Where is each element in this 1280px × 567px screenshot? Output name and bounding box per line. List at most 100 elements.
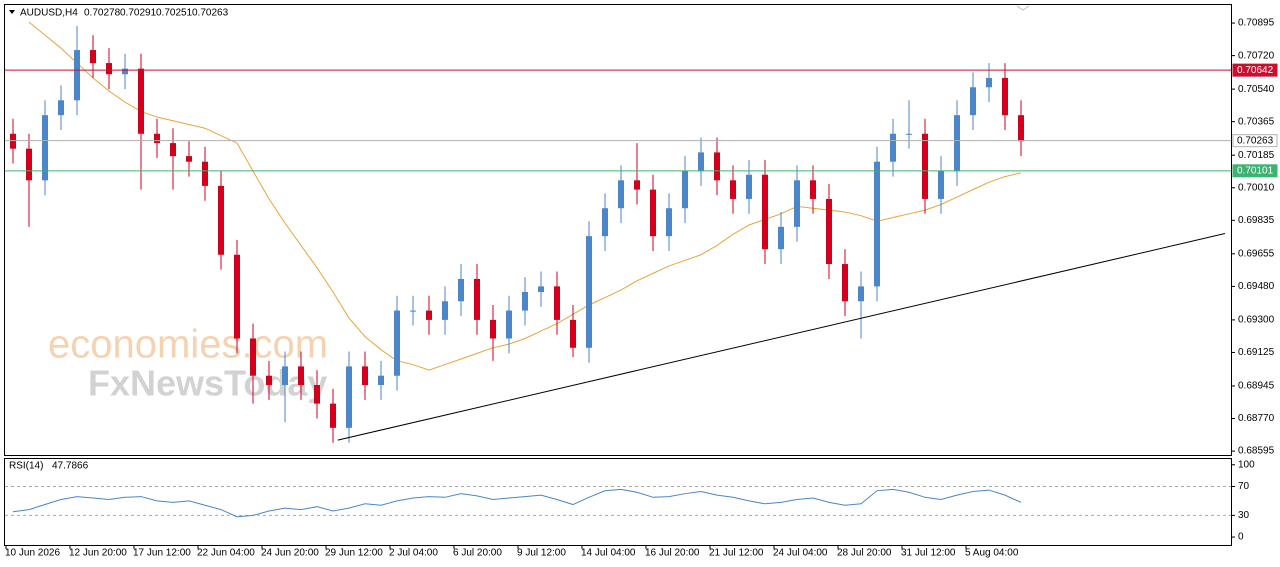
candle-body [746, 174, 752, 199]
candle-body [298, 366, 304, 386]
moving-average [28, 21, 1022, 371]
x-tick-label: 22 Jun 04:00 [197, 548, 255, 559]
rsi-title: RSI(14) [9, 461, 43, 472]
candle-body [922, 133, 928, 199]
candle-body [602, 208, 608, 237]
y-tick-label: 0.69300 [1238, 315, 1275, 326]
candle-body [1018, 115, 1024, 142]
candle-body [314, 385, 320, 404]
candle-body [650, 189, 656, 237]
candle-body [58, 100, 64, 116]
y-tick-label: 0.68945 [1238, 381, 1275, 392]
candle-body [954, 115, 960, 172]
candle-body [858, 286, 864, 302]
collapse-icon[interactable] [9, 10, 15, 14]
price-level-box [1232, 134, 1278, 148]
candle-body [74, 50, 80, 101]
rsi-current: 47.7866 [52, 461, 89, 472]
x-tick-label: 2 Jul 04:00 [389, 548, 438, 559]
candle-body [282, 366, 288, 386]
watermark-logo: economies.com [48, 323, 328, 367]
candle-body [330, 403, 336, 428]
candle-body [90, 50, 96, 64]
candle-body [874, 161, 880, 287]
candle-body [490, 319, 496, 339]
candle-body [170, 143, 176, 157]
candle-body [234, 254, 240, 339]
candle-body [826, 198, 832, 265]
x-tick-label: 16 Jul 20:00 [645, 548, 700, 559]
candle-body [682, 171, 688, 209]
price-level-box [1232, 63, 1278, 77]
candle-body [362, 366, 368, 386]
candle-body [842, 264, 848, 302]
header-low: 0.70251 [156, 8, 193, 19]
candle-body [986, 77, 992, 88]
watermark-brand: FxNewsToday [88, 363, 327, 404]
candle-body [218, 185, 224, 255]
x-tick-label: 9 Jul 12:00 [517, 548, 566, 559]
y-tick-label: 0 [1238, 532, 1244, 543]
trendline [337, 233, 1226, 441]
y-tick-label: 100 [1238, 459, 1255, 470]
y-tick-label: 0.68595 [1238, 446, 1275, 457]
price-level-box [1232, 164, 1278, 178]
y-tick-label: 0.70010 [1238, 182, 1275, 193]
x-tick-label: 10 Jun 2026 [5, 548, 60, 559]
candle-body [730, 180, 736, 199]
main-panel [4, 4, 1232, 456]
x-tick-label: 21 Jul 12:00 [709, 548, 764, 559]
candle-body [442, 301, 448, 320]
x-tick-label: 12 Jun 20:00 [69, 548, 127, 559]
candle-body [378, 375, 384, 386]
candle-body [474, 278, 480, 320]
x-tick-label: 24 Jul 04:00 [773, 548, 828, 559]
candle-body [10, 133, 16, 149]
candle-body [938, 171, 944, 199]
y-tick-label: 0.69835 [1238, 215, 1275, 226]
y-tick-label: 0.70185 [1238, 150, 1275, 161]
y-tick-label: 30 [1238, 510, 1250, 521]
candle-body [554, 286, 560, 320]
y-tick-label: 0.69125 [1238, 347, 1275, 358]
candle-body [778, 226, 784, 250]
candle-body [634, 180, 640, 190]
candle-body [666, 208, 672, 237]
candle-body [762, 174, 768, 250]
header-open: 0.70278 [84, 8, 121, 19]
x-tick-label: 5 Aug 04:00 [965, 548, 1019, 559]
x-tick-label: 29 Jun 12:00 [325, 548, 383, 559]
candle-body [138, 68, 144, 134]
price-level-label: 0.70101 [1237, 165, 1274, 176]
x-tick-label: 24 Jun 20:00 [261, 548, 319, 559]
candle-body [250, 338, 256, 376]
header-close: 0.70263 [192, 8, 229, 19]
candle-body [346, 366, 352, 428]
candle-body [458, 278, 464, 302]
candle-body [106, 63, 112, 75]
price-level-label: 0.70642 [1237, 65, 1274, 76]
rsi-panel [4, 458, 1232, 546]
candle-body [506, 310, 512, 339]
x-tick-label: 6 Jul 20:00 [453, 548, 502, 559]
candle-body [618, 180, 624, 209]
y-tick-label: 0.70365 [1238, 116, 1275, 127]
candle-body [810, 180, 816, 199]
candle-body [410, 310, 416, 312]
candle-body [42, 115, 48, 181]
rsi-line [12, 488, 1022, 518]
x-tick-label: 28 Jul 20:00 [837, 548, 892, 559]
candle-body [538, 286, 544, 292]
candle-body [426, 310, 432, 320]
y-tick-label: 70 [1238, 481, 1250, 492]
candle-body [970, 87, 976, 116]
candle-body [186, 156, 192, 162]
y-tick-label: 0.69655 [1238, 248, 1275, 259]
header-high: 0.70291 [120, 8, 157, 19]
y-tick-label: 0.70720 [1238, 50, 1275, 61]
candle-body [394, 310, 400, 376]
x-tick-label: 17 Jun 12:00 [133, 548, 191, 559]
header-symbol: AUDUSD,H4 [20, 8, 78, 19]
x-tick-label: 31 Jul 12:00 [901, 548, 956, 559]
